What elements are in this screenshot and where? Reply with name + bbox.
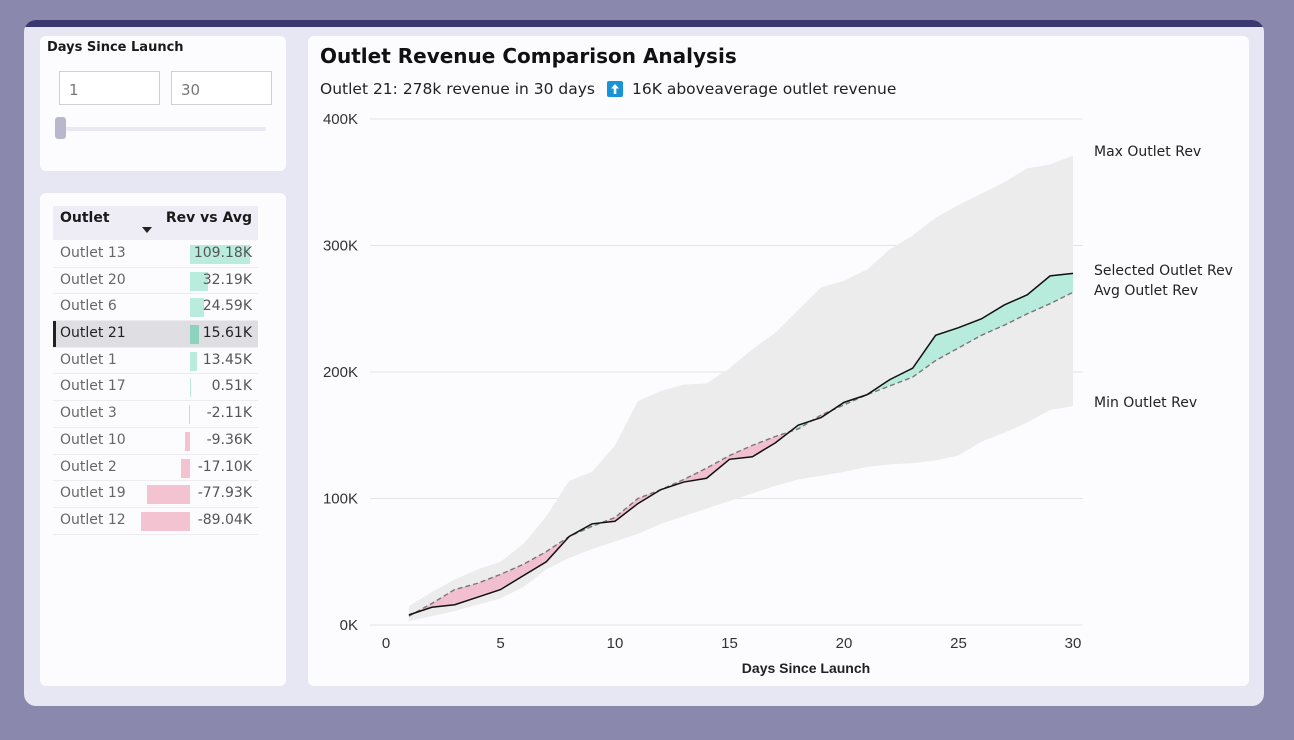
table-row[interactable]: Outlet 19 -77.93K [53, 481, 258, 508]
slicer-min-input[interactable]: 1 [59, 71, 160, 105]
y-tick-label: 100K [323, 491, 358, 508]
table-row[interactable]: Outlet 1 13.45K [53, 348, 258, 375]
below-avg-fill [615, 498, 638, 522]
table-row[interactable]: Outlet 3 -2.11K [53, 401, 258, 428]
table-header: Outlet Rev vs Avg [53, 206, 258, 240]
column-header-rev-vs-avg[interactable]: Rev vs Avg [165, 210, 252, 226]
y-tick-label: 300K [323, 238, 358, 255]
row-outlet-name: Outlet 10 [60, 431, 126, 448]
table-row[interactable]: Outlet 17 0.51K [53, 374, 258, 402]
legend-min-outlet-rev: Min Outlet Rev [1094, 395, 1198, 411]
subtitle-suffix: 16K aboveaverage outlet revenue [632, 80, 897, 98]
row-rev-vs-avg-value: -9.36K [206, 431, 252, 448]
min-max-band [408, 155, 1073, 622]
top-accent-bar [24, 20, 1264, 27]
arrow-up-icon [607, 81, 623, 97]
revenue-chart: 0K 100K 200K 300K 400K 0 5 10 15 20 25 30 Days Since… [323, 111, 1083, 676]
sort-descending-icon[interactable] [142, 227, 152, 233]
row-rev-vs-avg-value: 24.59K [202, 298, 252, 315]
rev-vs-avg-bar [184, 431, 190, 451]
row-rev-vs-avg-value: -89.04K [197, 511, 252, 528]
rev-vs-avg-bar [190, 351, 198, 371]
y-tick-label: 0K [340, 617, 358, 634]
row-outlet-name: Outlet 2 [60, 458, 117, 475]
row-rev-vs-avg-value: 32.19K [202, 271, 252, 288]
rev-vs-avg-bar [190, 245, 250, 264]
table-row[interactable]: Outlet 2 -17.10K [53, 455, 258, 482]
legend-selected-outlet-rev: Selected Outlet Rev [1094, 263, 1233, 279]
legend-avg-outlet-rev: Avg Outlet Rev [1094, 283, 1199, 299]
x-tick-label: 30 [1065, 635, 1082, 652]
above-avg-fill [1050, 273, 1073, 304]
row-rev-vs-avg-value: -2.11K [206, 405, 252, 422]
row-rev-vs-avg-value: -17.10K [197, 458, 252, 475]
table-row[interactable]: Outlet 6 24.59K [53, 294, 258, 322]
row-rev-vs-avg-value: 13.45K [202, 351, 252, 368]
row-rev-vs-avg-value: 15.61K [202, 325, 252, 342]
above-avg-fill [1004, 294, 1028, 326]
row-outlet-name: Outlet 19 [60, 485, 126, 502]
row-rev-vs-avg-value: 0.51K [211, 378, 252, 395]
row-rev-vs-avg-value: 109.18K [193, 245, 252, 261]
table-body: Outlet 13 109.18K Outlet 20 32.19K Outlet 6 2… [53, 241, 258, 535]
subtitle-prefix: Outlet 21: 278k revenue in 30 days [320, 80, 595, 98]
x-axis-title: Days Since Launch [742, 660, 870, 676]
above-avg-fill [935, 327, 959, 361]
rev-vs-avg-bar [190, 325, 199, 345]
below-avg-fill [729, 445, 753, 460]
table-row[interactable]: Outlet 20 32.19K [53, 268, 258, 295]
slider-handle[interactable] [55, 117, 66, 139]
above-avg-fill [1027, 275, 1051, 314]
table-row[interactable]: Outlet 10 -9.36K [53, 428, 258, 455]
table-row[interactable]: Outlet 21 15.61K [53, 321, 258, 348]
row-outlet-name: Outlet 20 [60, 271, 126, 288]
y-tick-label: 200K [323, 364, 358, 381]
row-outlet-name: Outlet 3 [60, 405, 117, 422]
x-tick-label: 10 [607, 635, 624, 652]
chart-card: Outlet Revenue Comparison Analysis Outle… [308, 36, 1249, 686]
below-avg-fill [752, 436, 776, 457]
row-outlet-name: Outlet 17 [60, 378, 126, 395]
slider-track[interactable] [57, 127, 266, 131]
x-tick-label: 5 [496, 635, 504, 652]
x-tick-label: 25 [950, 635, 967, 652]
rev-vs-avg-bar [190, 271, 208, 291]
x-tick-label: 0 [382, 635, 390, 652]
below-avg-fill [500, 564, 524, 590]
rev-vs-avg-bar [141, 511, 190, 531]
row-outlet-name: Outlet 6 [60, 298, 117, 315]
outlet-table-card: Outlet Rev vs Avg Outlet 13 109.18K Outlet… [40, 193, 286, 686]
selected-outlet-rev-line [408, 272, 1074, 616]
avg-outlet-rev-line [408, 291, 1074, 617]
below-avg-fill [523, 551, 547, 576]
below-avg-fill [431, 589, 455, 608]
slicer-title: Days Since Launch [47, 40, 184, 55]
dashboard-frame: Days Since Launch 1 30 Outlet Rev vs Avg… [24, 20, 1264, 706]
table-row[interactable]: Outlet 12 -89.04K [53, 508, 258, 535]
rev-vs-avg-bar [188, 405, 190, 425]
chart-subtitle: Outlet 21: 278k revenue in 30 days 16K a… [320, 80, 896, 98]
x-tick-label: 15 [721, 635, 738, 652]
x-tick-label: 20 [836, 635, 853, 652]
table-row[interactable]: Outlet 13 109.18K [53, 241, 258, 268]
above-avg-fill [889, 368, 913, 386]
chart-title: Outlet Revenue Comparison Analysis [320, 44, 737, 68]
above-avg-fill [981, 304, 1005, 336]
days-slicer-card: Days Since Launch 1 30 [40, 36, 286, 171]
row-outlet-name: Outlet 13 [60, 245, 126, 261]
row-outlet-name: Outlet 1 [60, 351, 117, 368]
row-outlet-name: Outlet 12 [60, 511, 126, 528]
column-header-outlet[interactable]: Outlet [60, 210, 110, 226]
rev-vs-avg-bar [180, 458, 190, 478]
rev-vs-avg-bar [147, 485, 190, 505]
above-avg-fill [912, 335, 936, 378]
slicer-max-input[interactable]: 30 [171, 71, 272, 105]
y-tick-label: 400K [323, 111, 358, 128]
rev-vs-avg-bar [190, 298, 204, 318]
row-outlet-name: Outlet 21 [60, 325, 126, 342]
legend-max-outlet-rev: Max Outlet Rev [1094, 144, 1202, 160]
row-rev-vs-avg-value: -77.93K [197, 485, 252, 502]
